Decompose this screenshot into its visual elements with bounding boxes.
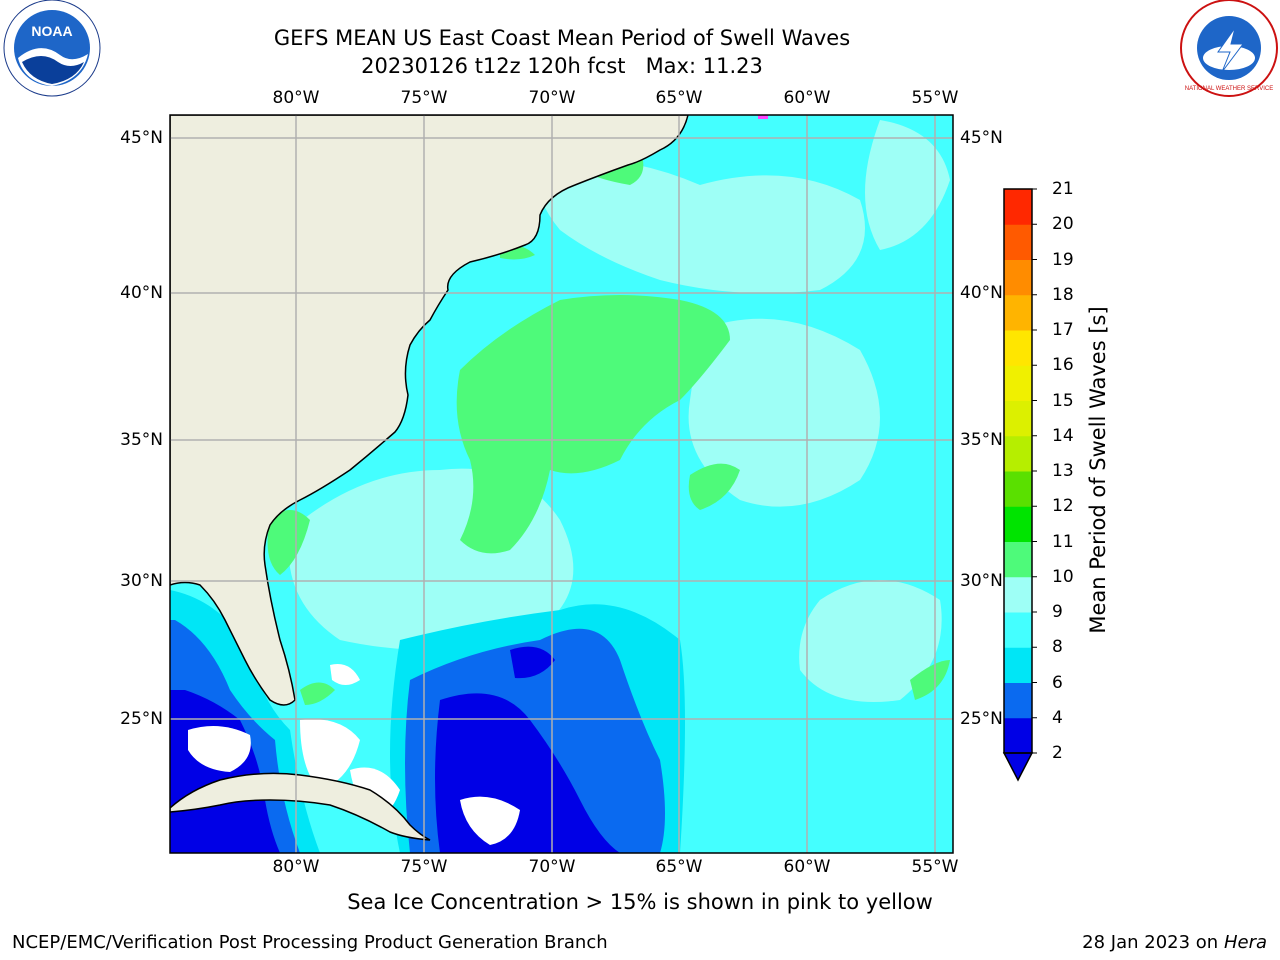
noaa-logo-text: NOAA [31, 23, 72, 39]
colorbar-label: 18 [1052, 284, 1074, 305]
lat-tick-right: 35°N [960, 430, 1003, 450]
colorbar-label: 4 [1052, 707, 1063, 728]
colorbar-segment [1004, 647, 1032, 683]
lon-tick-top: 55°W [911, 88, 959, 108]
colorbar-segment [1004, 259, 1032, 296]
noaa-logo: NOAA [3, 0, 101, 97]
lat-tick-left: 35°N [120, 430, 163, 450]
grid-lines [170, 115, 953, 853]
colorbar-segment [1004, 541, 1032, 578]
sea-ice-marker [758, 115, 768, 119]
land [170, 115, 689, 841]
colorbar-label: 12 [1052, 496, 1074, 517]
lon-tick-top: 80°W [272, 88, 320, 108]
lat-tick-right: 45°N [960, 128, 1003, 148]
run-date-text: 28 Jan 2023 on [1082, 932, 1224, 953]
colorbar-segment [1004, 471, 1032, 507]
colorbar-segment [1004, 294, 1032, 331]
credit-text: NCEP/EMC/Verification Post Processing Pr… [12, 932, 608, 953]
lat-tick-right: 30°N [960, 571, 1003, 591]
colorbar-label: 14 [1052, 425, 1074, 446]
nws-logo-text: NATIONAL WEATHER SERVICE [1185, 86, 1273, 92]
colorbar-label: 11 [1052, 531, 1074, 552]
colorbar-label: 20 [1052, 214, 1074, 235]
lon-tick-top: 60°W [783, 88, 831, 108]
lon-tick-top: 65°W [655, 88, 703, 108]
colorbar-label: 10 [1052, 566, 1074, 587]
colorbar-label: 13 [1052, 461, 1074, 481]
colorbar [1002, 188, 1037, 782]
colorbar-label: 21 [1052, 179, 1074, 199]
lat-tick-left: 45°N [120, 128, 163, 148]
lat-tick-left: 30°N [120, 571, 163, 591]
nws-logo: NATIONAL WEATHER SERVICE [1180, 0, 1278, 97]
colorbar-title: Mean Period of Swell Waves [s] [1086, 306, 1110, 634]
colorbar-label: 6 [1052, 672, 1063, 693]
chart-subtitle: 20230126 t12z 120h fcst Max: 11.23 [361, 54, 763, 78]
host-name: Hera [1223, 932, 1267, 953]
colorbar-label: 2 [1052, 743, 1063, 763]
lon-tick-top: 70°W [528, 88, 576, 108]
lat-tick-right: 40°N [960, 283, 1003, 303]
colorbar-segment [1004, 189, 1032, 225]
lat-tick-left: 40°N [120, 283, 163, 303]
lat-tick-left: 25°N [120, 709, 163, 729]
colorbar-segment [1004, 682, 1032, 719]
colorbar-segment [1004, 365, 1032, 401]
lon-tick-bottom: 75°W [400, 857, 448, 877]
colorbar-label: 9 [1052, 602, 1063, 622]
colorbar-segment [1004, 400, 1032, 437]
colorbar-segment [1004, 717, 1032, 754]
chart-title: GEFS MEAN US East Coast Mean Period of S… [273, 26, 851, 50]
colorbar-segment [1004, 330, 1032, 366]
run-date: 28 Jan 2023 on Hera [1082, 932, 1267, 953]
lon-tick-bottom: 65°W [655, 857, 703, 877]
colorbar-label: 15 [1052, 390, 1074, 411]
lat-tick-right: 25°N [960, 709, 1003, 729]
colorbar-segment [1004, 612, 1032, 648]
colorbar-segment [1004, 506, 1032, 542]
colorbar-label: 16 [1052, 355, 1074, 376]
lon-tick-bottom: 80°W [272, 857, 320, 877]
colorbar-segment [1004, 224, 1032, 260]
colorbar-extend-arrow [1002, 752, 1034, 782]
colorbar-segment [1004, 576, 1032, 613]
map-plot-area [170, 115, 953, 853]
colorbar-label: 17 [1052, 320, 1074, 340]
lon-tick-top: 75°W [400, 88, 448, 108]
sea-ice-note: Sea Ice Concentration > 15% is shown in … [347, 890, 933, 914]
lon-tick-bottom: 55°W [911, 857, 959, 877]
lon-tick-bottom: 70°W [528, 857, 576, 877]
lon-tick-bottom: 60°W [783, 857, 831, 877]
colorbar-segment [1004, 435, 1032, 472]
colorbar-label: 8 [1052, 637, 1063, 658]
colorbar-label: 19 [1052, 249, 1074, 270]
plot-frame [169, 114, 954, 854]
